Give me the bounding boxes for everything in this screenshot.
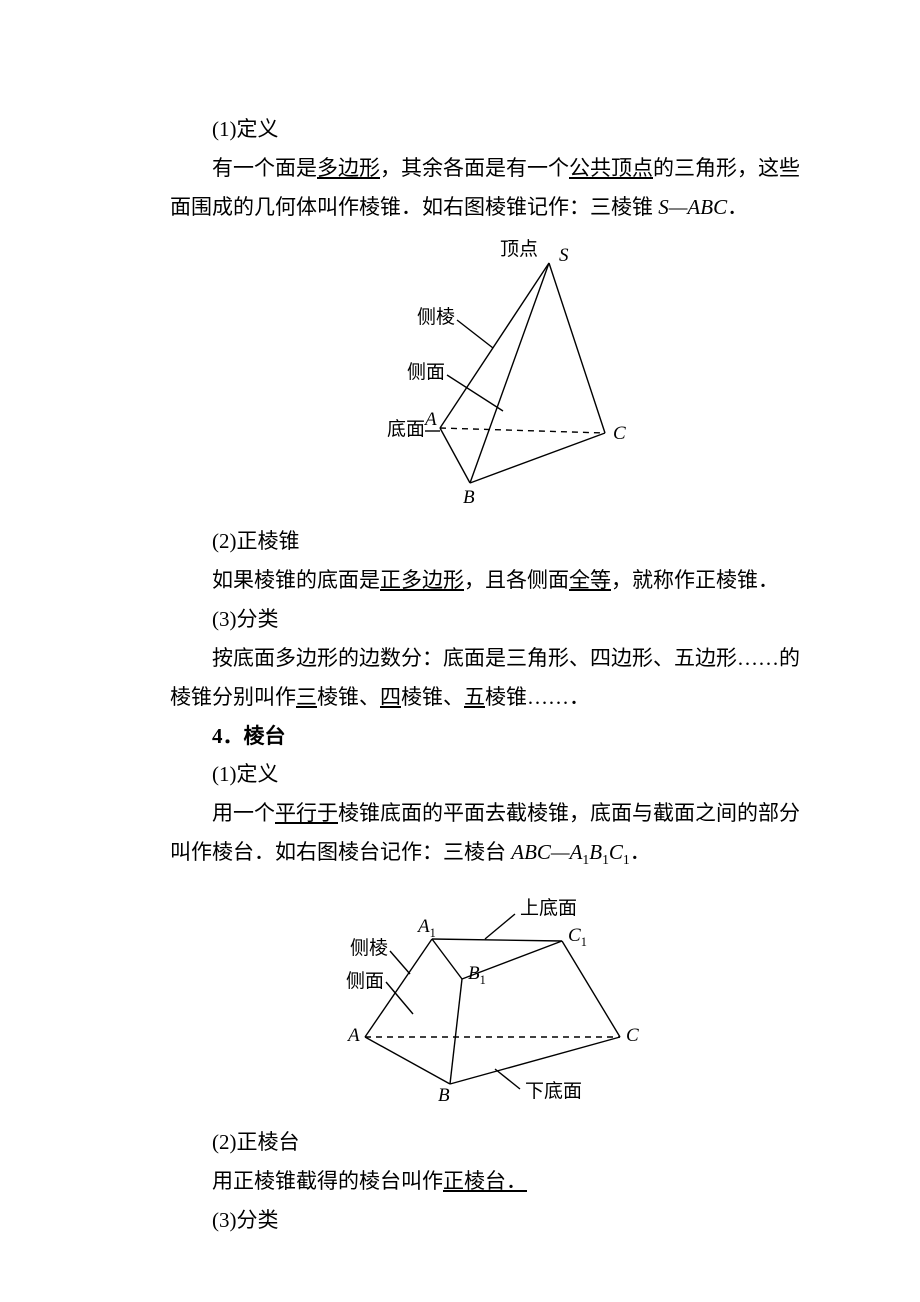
- text: 棱锥……．: [485, 685, 590, 709]
- underline-polygon: 多边形: [317, 156, 380, 180]
- underline-four: 四: [380, 685, 401, 709]
- svg-text:底面: 底面: [387, 418, 425, 440]
- section-4-heading: 4．棱台: [170, 717, 810, 756]
- underline-common-vertex: 公共顶点: [569, 156, 653, 180]
- text: ，其余各面是有一个: [380, 156, 569, 180]
- svg-text:B: B: [463, 487, 475, 508]
- regular-frustum-text: 用正棱锥截得的棱台叫作正棱台．: [170, 1162, 810, 1201]
- svg-text:侧棱: 侧棱: [417, 306, 455, 328]
- text: ，就称作正棱锥．: [611, 568, 779, 592]
- pyramid-name: S—ABC: [658, 195, 727, 219]
- svg-text:A: A: [423, 409, 437, 430]
- text: 棱锥、: [317, 685, 380, 709]
- underline-parallel: 平行于: [275, 801, 338, 825]
- underline-regular-frustum: 正棱台．: [443, 1169, 527, 1193]
- text: 棱锥、: [401, 685, 464, 709]
- text: 如果棱锥的底面是: [212, 568, 380, 592]
- text: ．: [630, 840, 651, 864]
- underline-congruent: 全等: [569, 568, 611, 592]
- text: ．: [727, 195, 748, 219]
- svg-text:B1: B1: [468, 963, 486, 987]
- item-3-frustum-classification-label: (3)分类: [170, 1201, 810, 1240]
- item-1-definition-label: (1)定义: [170, 110, 810, 149]
- svg-text:C: C: [613, 423, 626, 444]
- item-2-regular-frustum-label: (2)正棱台: [170, 1123, 810, 1162]
- pyramid-figure: 顶点侧棱侧面底面 S A B C: [170, 233, 810, 521]
- regular-pyramid-text: 如果棱锥的底面是正多边形，且各侧面全等，就称作正棱锥．: [170, 561, 810, 600]
- svg-text:下底面: 下底面: [525, 1080, 582, 1102]
- pyramid-definition-text: 有一个面是多边形，其余各面是有一个公共顶点的三角形，这些面围成的几何体叫作棱锥．…: [170, 149, 810, 227]
- item-3-classification-label: (3)分类: [170, 600, 810, 639]
- svg-text:C1: C1: [568, 925, 587, 949]
- underline-regular-polygon: 正多边形: [380, 568, 464, 592]
- document-page: (1)定义 有一个面是多边形，其余各面是有一个公共顶点的三角形，这些面围成的几何…: [0, 0, 920, 1302]
- text: 用正棱锥截得的棱台叫作: [212, 1169, 443, 1193]
- pyramid-classification-text: 按底面多边形的边数分：底面是三角形、四边形、五边形……的棱锥分别叫作三棱锥、四棱…: [170, 639, 810, 717]
- svg-text:侧面: 侧面: [346, 970, 384, 992]
- svg-text:侧棱: 侧棱: [350, 937, 388, 959]
- underline-three: 三: [296, 685, 317, 709]
- text: ，且各侧面: [464, 568, 569, 592]
- frustum-definition-text: 用一个平行于棱锥底面的平面去截棱锥，底面与截面之间的部分叫作棱台．如右图棱台记作…: [170, 794, 810, 872]
- svg-text:上底面: 上底面: [520, 897, 577, 919]
- pyramid-diagram: 顶点侧棱侧面底面 S A B C: [345, 233, 635, 508]
- svg-text:B: B: [438, 1085, 450, 1106]
- svg-text:A1: A1: [416, 916, 436, 940]
- frustum-name: ABC—A1B1C1: [511, 840, 630, 864]
- svg-text:A: A: [346, 1025, 360, 1046]
- frustum-diagram: 上底面侧棱侧面下底面 A1 B1 C1 A B C: [310, 879, 670, 1109]
- svg-text:S: S: [559, 245, 569, 266]
- text: 用一个: [212, 801, 275, 825]
- svg-text:C: C: [626, 1025, 639, 1046]
- svg-text:顶点: 顶点: [500, 238, 538, 260]
- item-2-regular-label: (2)正棱锥: [170, 522, 810, 561]
- frustum-figure: 上底面侧棱侧面下底面 A1 B1 C1 A B C: [170, 879, 810, 1122]
- text: 有一个面是: [212, 156, 317, 180]
- underline-five: 五: [464, 685, 485, 709]
- item-1-frustum-def-label: (1)定义: [170, 755, 810, 794]
- svg-text:侧面: 侧面: [407, 361, 445, 383]
